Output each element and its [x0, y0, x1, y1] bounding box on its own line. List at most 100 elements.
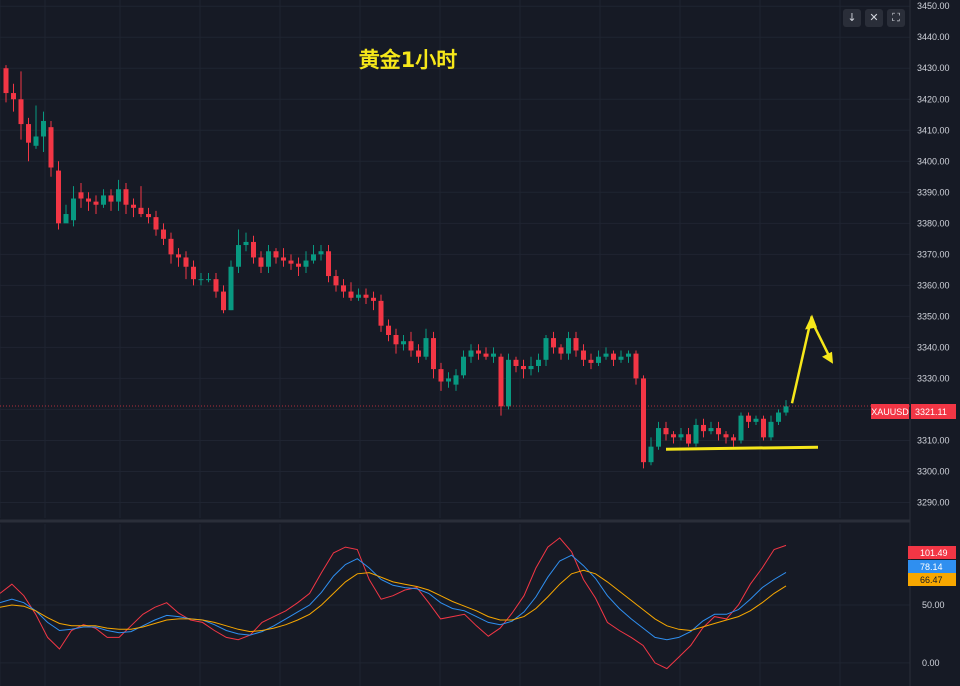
- candle: [318, 245, 324, 261]
- candle: [611, 350, 616, 367]
- candle-body: [416, 350, 421, 357]
- candle-body: [656, 428, 661, 447]
- projection-arrow-head-down: [822, 351, 833, 364]
- price-tag-label: 3321.11: [915, 407, 947, 417]
- candle: [693, 418, 699, 447]
- candle: [483, 347, 489, 360]
- candle-body: [348, 291, 354, 298]
- candle: [498, 353, 504, 416]
- oscillator-value-tag-bg: [908, 573, 956, 586]
- candle: [26, 117, 31, 162]
- candle: [768, 415, 774, 441]
- candle: [521, 359, 526, 379]
- candle: [633, 350, 639, 385]
- oscillator-series-line: [0, 569, 787, 633]
- main-pane-grid: [0, 0, 910, 518]
- candle: [131, 198, 136, 218]
- candle-body: [693, 424, 699, 444]
- candle: [303, 251, 309, 273]
- candle: [86, 192, 91, 211]
- candle: [671, 431, 676, 444]
- oscillator-lines: [0, 537, 787, 670]
- candle: [416, 344, 421, 363]
- candle: [93, 195, 99, 215]
- candle-body: [11, 93, 16, 100]
- candle: [266, 245, 271, 273]
- candle: [63, 204, 69, 224]
- candle-body: [116, 189, 121, 202]
- candle-body: [86, 198, 91, 202]
- candle: [123, 183, 129, 215]
- price-axis-tick-label: 3330.00: [917, 373, 950, 383]
- candle: [56, 161, 61, 230]
- candle: [71, 186, 76, 227]
- candle-body: [326, 251, 331, 277]
- candle: [776, 409, 781, 425]
- candle: [626, 350, 631, 363]
- candle-body: [296, 263, 301, 267]
- candle-body: [318, 251, 324, 255]
- candle: [33, 105, 39, 149]
- candle: [333, 269, 339, 292]
- price-axis-tick-label: 3420.00: [917, 94, 950, 104]
- candle-body: [543, 338, 549, 360]
- candle-body: [573, 338, 579, 351]
- candle: [506, 353, 511, 410]
- candle-body: [363, 294, 369, 298]
- price-axis-tick-label: 3360.00: [917, 280, 950, 290]
- candle-body: [596, 356, 601, 363]
- candle: [371, 291, 376, 311]
- candle-body: [753, 418, 759, 422]
- candle: [363, 288, 369, 304]
- candle: [461, 350, 466, 379]
- candle-body: [678, 434, 684, 438]
- candle: [558, 344, 564, 360]
- candle: [176, 248, 181, 267]
- oscillator-value-tags: 101.49 78.14 66.47: [908, 546, 956, 586]
- arrow-down-icon[interactable]: ↓: [843, 9, 861, 27]
- candle: [453, 369, 459, 391]
- candle-body: [251, 241, 256, 258]
- price-axis-tick-label: 3380.00: [917, 218, 950, 228]
- candle-body: [371, 297, 376, 301]
- chart-title: 黄金1小时: [359, 48, 458, 72]
- oscillator-value-tag-bg: [908, 560, 956, 573]
- candle: [213, 272, 219, 298]
- candle-body: [333, 276, 339, 286]
- candle-body: [303, 260, 309, 267]
- candle: [663, 421, 669, 441]
- candle: [573, 331, 579, 357]
- candle-body: [528, 366, 534, 370]
- expand-arrows-icon[interactable]: ✕: [865, 9, 883, 27]
- oscillator-value-tag-label: 78.14: [920, 562, 943, 572]
- candle-body: [491, 353, 496, 357]
- candle-body: [446, 378, 451, 382]
- candle-body: [521, 366, 526, 370]
- oscillator-axis-tick-label: 50.00: [922, 600, 945, 610]
- candle-body: [468, 350, 474, 357]
- candle-body: [761, 418, 766, 438]
- candle-body: [288, 260, 294, 264]
- candle-body: [626, 353, 631, 357]
- candle: [296, 257, 301, 277]
- candle: [378, 294, 384, 332]
- candle: [221, 285, 226, 314]
- candle-body: [483, 353, 489, 357]
- candle: [153, 210, 159, 236]
- symbol-tag-label: XAUUSD: [871, 407, 909, 417]
- candle: [183, 251, 189, 280]
- candle-body: [41, 120, 46, 137]
- candle: [438, 362, 444, 391]
- candle: [326, 245, 331, 283]
- candle: [446, 372, 451, 388]
- fullscreen-icon[interactable]: ⛶: [887, 9, 905, 27]
- price-axis-tick-label: 3350.00: [917, 311, 950, 321]
- candle-body: [101, 195, 106, 205]
- drawing-annotations: [665, 314, 833, 451]
- oscillator-axis[interactable]: 50.00 0.00: [922, 600, 945, 668]
- candle-body: [161, 229, 166, 239]
- candle: [731, 434, 736, 447]
- price-axis-tick-label: 3390.00: [917, 187, 950, 197]
